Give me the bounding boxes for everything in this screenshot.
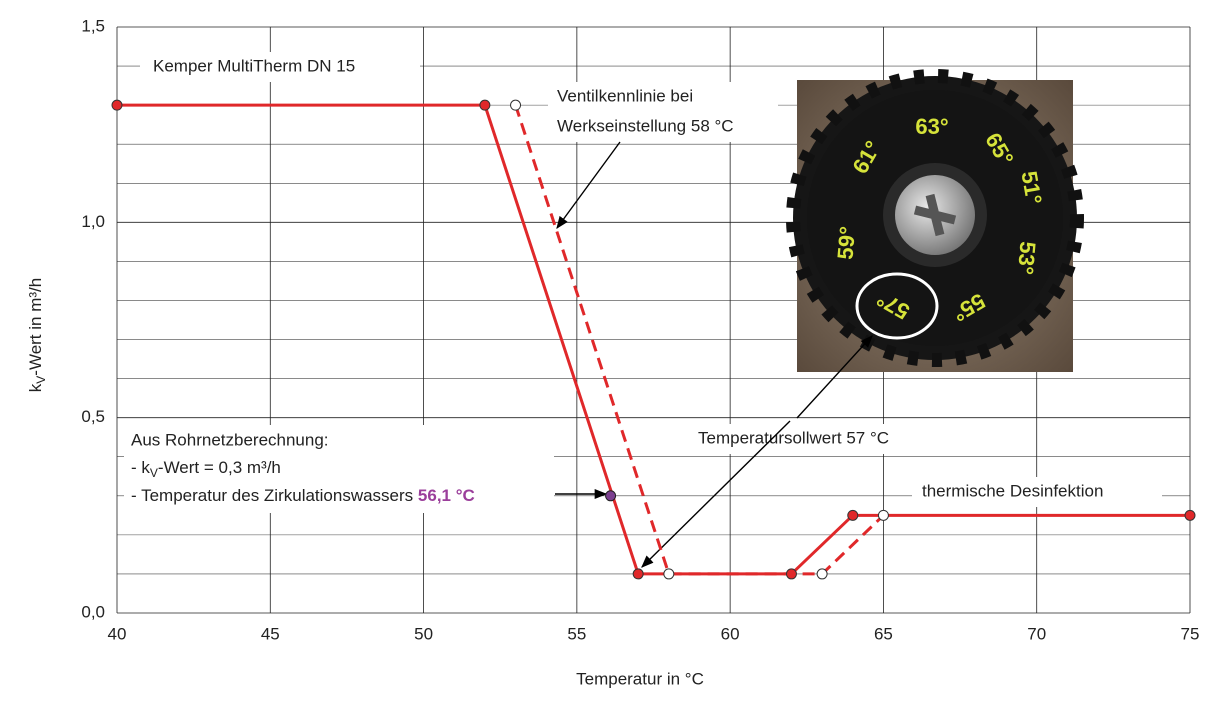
y-axis-title: kV-Wert in m³/h (26, 278, 48, 392)
factory-label: Werkseinstellung 58 °C (557, 116, 734, 135)
highlight-point (605, 490, 617, 502)
calc-temp-text: - Temperatur des Zirkulationswassers (131, 486, 418, 505)
point (510, 99, 522, 111)
x-tick-label: 60 (721, 624, 740, 643)
photo: 63° 65° 51° 61° 59° 53° 57° 55° (786, 69, 1084, 372)
x-tick-label: 50 (414, 624, 433, 643)
point (479, 99, 491, 111)
y-axis-title-part: V (34, 376, 48, 384)
calc-kv-part: V (150, 466, 158, 480)
y-axis-title-part: k (26, 383, 45, 392)
label-bg (690, 424, 948, 454)
x-tick-label: 75 (1181, 624, 1200, 643)
y-axis-title-part: -Wert in m³/h (26, 278, 45, 376)
y-tick-label: 1,5 (81, 16, 105, 35)
x-tick-label: 55 (567, 624, 586, 643)
arrow (556, 141, 621, 230)
arrow (641, 420, 791, 568)
annotations: Kemper MultiTherm DN 15 Ventilkennlinie … (124, 52, 1162, 568)
data (111, 99, 1196, 580)
photo-label: 53° (1013, 240, 1041, 275)
device-label: Kemper MultiTherm DN 15 (153, 56, 355, 75)
calc-temp-value: 56,1 °C (418, 486, 475, 505)
point (785, 568, 797, 580)
x-axis-title: Temperatur in °C (576, 669, 704, 688)
y-tick-label: 0,5 (81, 407, 105, 426)
point (1184, 509, 1196, 521)
x-tick-label: 70 (1027, 624, 1046, 643)
calc-kv: - kV-Wert = 0,3 m³/h (131, 458, 281, 480)
x-tick-label: 65 (874, 624, 893, 643)
point (847, 509, 859, 521)
point (632, 568, 644, 580)
point (877, 509, 889, 521)
calc-kv-part: -Wert = 0,3 m³/h (158, 458, 281, 477)
point (816, 568, 828, 580)
x-tick-label: 40 (108, 624, 127, 643)
calc-temp: - Temperatur des Zirkulationswassers 56,… (131, 486, 475, 505)
x-tick-label: 45 (261, 624, 280, 643)
factory-label: Ventilkennlinie bei (557, 86, 693, 105)
label-bg (548, 82, 778, 142)
y-tick-label: 0,0 (81, 602, 105, 621)
y-tick-label: 1,0 (81, 212, 105, 231)
photo-label: 51° (1016, 169, 1046, 206)
label-bg (912, 477, 1162, 507)
series-line (514, 104, 885, 576)
label-bg (124, 425, 554, 513)
photo-label: 63° (915, 114, 948, 139)
arrow (796, 335, 873, 419)
point (111, 99, 123, 111)
calc-kv-part: - k (131, 458, 150, 477)
disinfection-label: thermische Desinfektion (922, 481, 1103, 500)
calc-title: Aus Rohrnetzberechnung: (131, 430, 329, 449)
point (663, 568, 675, 580)
setpoint-label: Temperatursollwert 57 °C (698, 428, 889, 447)
photo-label: 59° (832, 225, 860, 260)
label-bg (140, 52, 420, 82)
